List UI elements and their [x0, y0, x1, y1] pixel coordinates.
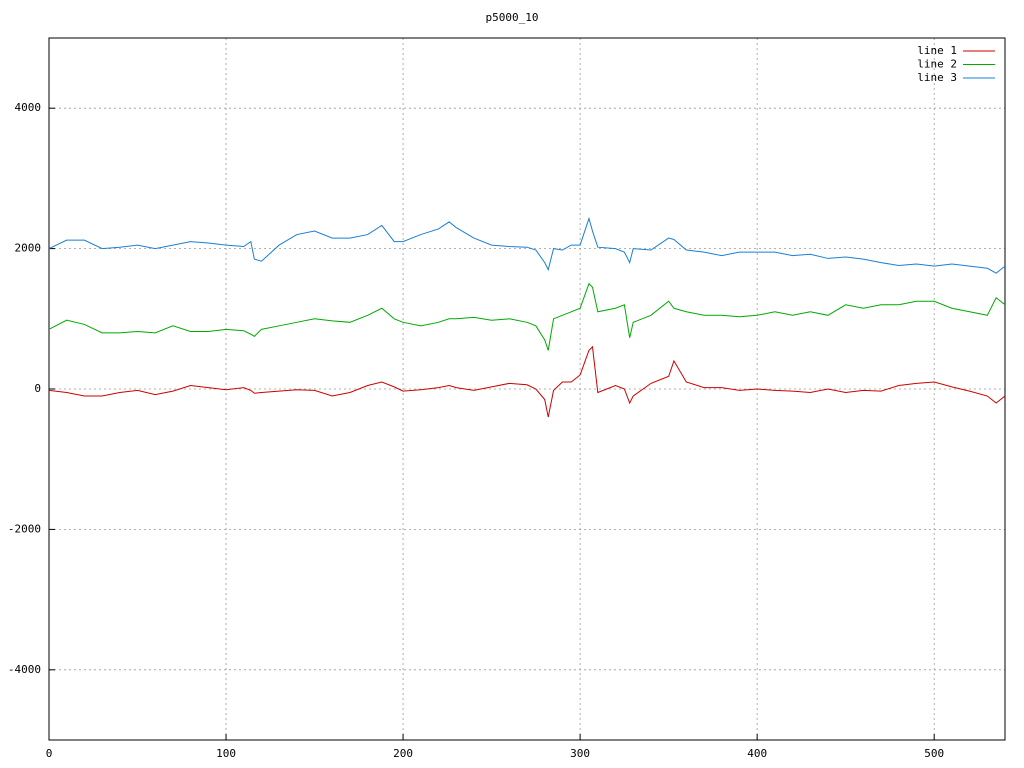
chart-title: p5000_10 [486, 11, 539, 24]
x-tick-label: 500 [924, 747, 944, 760]
data-line [48, 345, 1006, 418]
x-tick-label: 200 [393, 747, 413, 760]
plot-frame [48, 37, 1006, 741]
y-tick-label: -4000 [8, 663, 41, 676]
legend-label: line 3 [917, 71, 957, 84]
x-tick-label: 400 [747, 747, 767, 760]
y-tick-label: 0 [34, 382, 41, 395]
x-tick-label: 0 [46, 747, 53, 760]
y-tick-label: -2000 [8, 522, 41, 535]
legend-label: line 2 [917, 58, 957, 71]
y-tick-label: 4000 [15, 101, 42, 114]
y-tick-label: 2000 [15, 242, 42, 255]
legend-label: line 1 [917, 44, 957, 57]
x-tick-label: 300 [570, 747, 590, 760]
x-tick-label: 100 [216, 747, 236, 760]
data-line [48, 216, 1006, 274]
data-line [48, 282, 1006, 351]
